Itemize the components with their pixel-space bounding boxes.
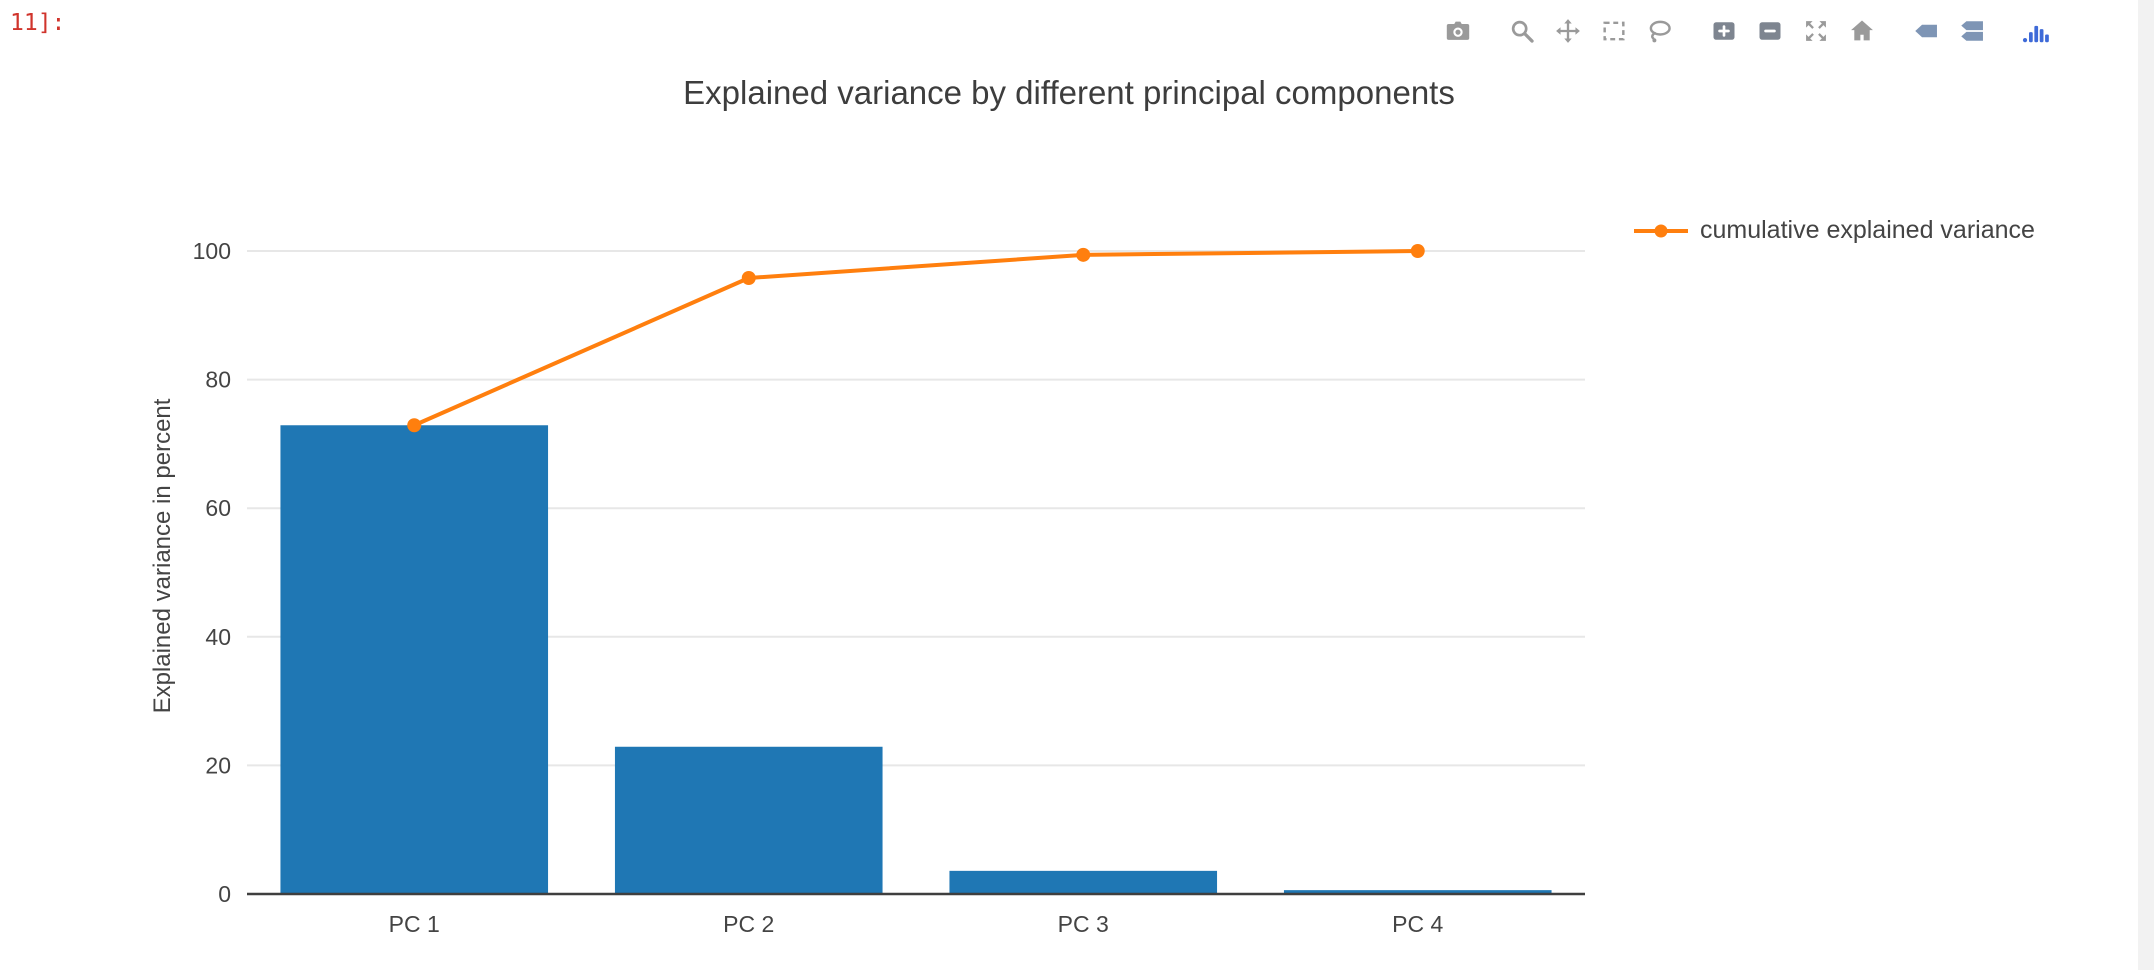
y-tick-label: 60 <box>205 495 231 521</box>
output-prompt: 11]: <box>10 10 66 36</box>
y-tick-label: 0 <box>218 881 231 907</box>
autoscale-icon <box>1806 21 1826 41</box>
bar[interactable] <box>280 425 549 894</box>
modebar-home-button[interactable] <box>1844 14 1880 48</box>
pan-icon <box>1556 19 1580 43</box>
box-select-icon <box>1603 21 1625 41</box>
modebar-pan-button[interactable] <box>1550 14 1586 48</box>
hover-closest-icon <box>1915 24 1937 38</box>
bar[interactable] <box>614 746 883 894</box>
x-tick-label: PC 4 <box>1392 911 1443 937</box>
x-tick-label: PC 2 <box>723 911 774 937</box>
modebar-zoom-in-button[interactable] <box>1706 14 1742 48</box>
line-marker[interactable] <box>407 418 422 433</box>
modebar-autoscale-button[interactable] <box>1798 14 1834 48</box>
x-tick-label: PC 1 <box>389 911 440 937</box>
modebar-camera-button[interactable] <box>1440 14 1476 48</box>
modebar-hover-compare-button[interactable] <box>1954 14 1990 48</box>
line-marker[interactable] <box>1410 244 1425 258</box>
zoom-out-icon <box>1759 22 1781 40</box>
plotly-logo-icon <box>2022 25 2049 43</box>
lasso-icon <box>1649 20 1671 43</box>
legend-item[interactable]: cumulative explained variance <box>1632 216 2035 245</box>
home-icon <box>1851 20 1873 41</box>
scrollbar-track[interactable] <box>2138 0 2154 970</box>
modebar-hover-closest-button[interactable] <box>1908 14 1944 48</box>
modebar-plotly-logo-button[interactable] <box>2018 14 2054 48</box>
zoom-icon <box>1511 20 1534 43</box>
line-marker[interactable] <box>1076 247 1091 262</box>
x-tick-label: PC 3 <box>1058 911 1109 937</box>
y-tick-label: 40 <box>205 624 231 650</box>
bar[interactable] <box>1283 890 1552 894</box>
modebar-lasso-button[interactable] <box>1642 14 1678 48</box>
line-series[interactable] <box>413 249 1418 428</box>
chart-title: Explained variance by different principa… <box>683 74 1455 111</box>
legend-line-marker-icon <box>1634 224 1688 237</box>
y-tick-label: 20 <box>205 752 231 778</box>
plotly-modebar <box>1440 14 2054 48</box>
modebar-zoom-button[interactable] <box>1504 14 1540 48</box>
modebar-zoom-out-button[interactable] <box>1752 14 1788 48</box>
line-marker[interactable] <box>741 271 756 286</box>
zoom-in-icon <box>1713 22 1735 40</box>
legend-label: cumulative explained variance <box>1700 216 2035 244</box>
hover-compare-icon <box>1961 21 1983 41</box>
bar[interactable] <box>949 870 1218 894</box>
y-tick-label: 100 <box>193 238 231 264</box>
y-tick-label: 80 <box>205 367 231 393</box>
legend: cumulative explained variance <box>1632 216 2035 245</box>
modebar-box-select-button[interactable] <box>1596 14 1632 48</box>
camera-icon <box>1446 21 1470 40</box>
